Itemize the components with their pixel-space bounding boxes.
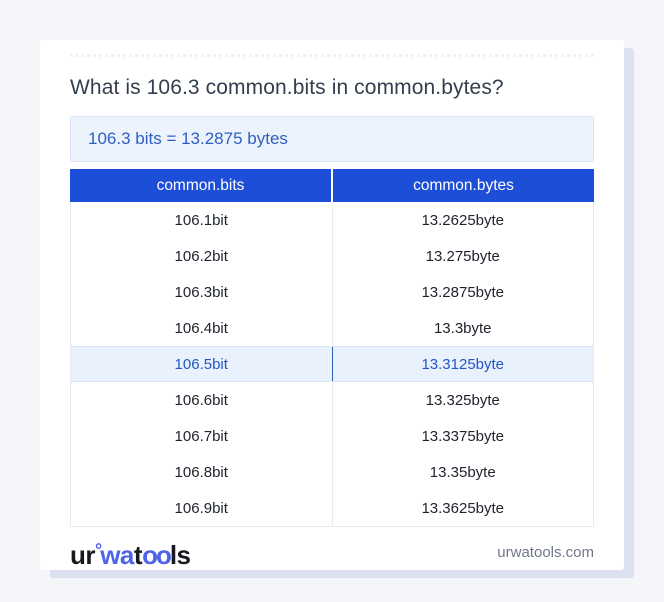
card-footer: ur°watools urwatools.com: [70, 529, 594, 575]
logo-ring-icon: °: [95, 539, 102, 560]
table-row[interactable]: 106.4bit 13.3byte: [71, 310, 593, 347]
cell-bits: 106.4bit: [71, 310, 333, 347]
table-row[interactable]: 106.3bit 13.2875byte: [71, 274, 593, 311]
table-row[interactable]: 106.9bit 13.3625byte: [71, 490, 593, 527]
table-row[interactable]: 106.6bit 13.325byte: [71, 382, 593, 419]
table-row[interactable]: 106.2bit 13.275byte: [71, 238, 593, 275]
cell-bytes: 13.3625byte: [421, 499, 505, 517]
cell-bits: 106.6bit: [71, 382, 333, 419]
cell-bits: 106.1bit: [71, 202, 333, 239]
cell-bytes: 13.2875byte: [421, 283, 505, 301]
table-row[interactable]: 106.7bit 13.3375byte: [71, 418, 593, 455]
site-domain-text: urwatools.com: [497, 543, 594, 561]
cell-bytes: 13.3byte: [433, 319, 492, 337]
logo-segment: ls: [169, 539, 191, 570]
urwatools-logo[interactable]: ur°watools: [70, 535, 191, 570]
conversion-result-box: 106.3 bits = 13.2875 bytes: [70, 116, 594, 163]
column-header-bytes: common.bytes: [413, 176, 514, 194]
logo-segment: wa: [100, 539, 134, 570]
cell-bytes: 13.325byte: [425, 391, 500, 409]
table-header-row: common.bits common.bytes: [70, 169, 594, 203]
table-row[interactable]: 106.8bit 13.35byte: [71, 454, 593, 491]
logo-segment: t: [133, 539, 143, 570]
dotted-divider: [70, 54, 594, 57]
cell-bits: 106.7bit: [71, 418, 333, 455]
column-header-bits: common.bits: [70, 169, 333, 203]
page-title: What is 106.3 common.bits in common.byte…: [70, 76, 504, 99]
cell-bits: 106.8bit: [71, 454, 333, 491]
conversion-card: What is 106.3 common.bits in common.byte…: [40, 40, 624, 570]
table-row-highlighted[interactable]: 106.5bit 13.3125byte: [71, 346, 593, 383]
cell-bits: 106.2bit: [71, 238, 333, 275]
cell-bits: 106.3bit: [71, 274, 333, 311]
logo-segment: ur: [70, 539, 96, 570]
logo-glasses-icon: oo: [142, 539, 172, 570]
cell-bytes: 13.2625byte: [421, 211, 505, 229]
cell-bytes: 13.35byte: [429, 463, 496, 481]
cell-bytes: 13.275byte: [425, 247, 500, 265]
table-body: 106.1bit 13.2625byte 106.2bit 13.275byte 106…: [70, 202, 594, 528]
cell-bytes: 13.3375byte: [421, 427, 505, 445]
table-row[interactable]: 106.1bit 13.2625byte: [71, 202, 593, 239]
cell-bits: 106.5bit: [71, 347, 333, 382]
conversion-result-text: 106.3 bits = 13.2875 bytes: [88, 129, 288, 149]
conversion-table: common.bits common.bytes 106.1bit 13.2625…: [70, 169, 594, 528]
cell-bits: 106.9bit: [71, 490, 333, 527]
cell-bytes: 13.3125byte: [421, 355, 505, 373]
